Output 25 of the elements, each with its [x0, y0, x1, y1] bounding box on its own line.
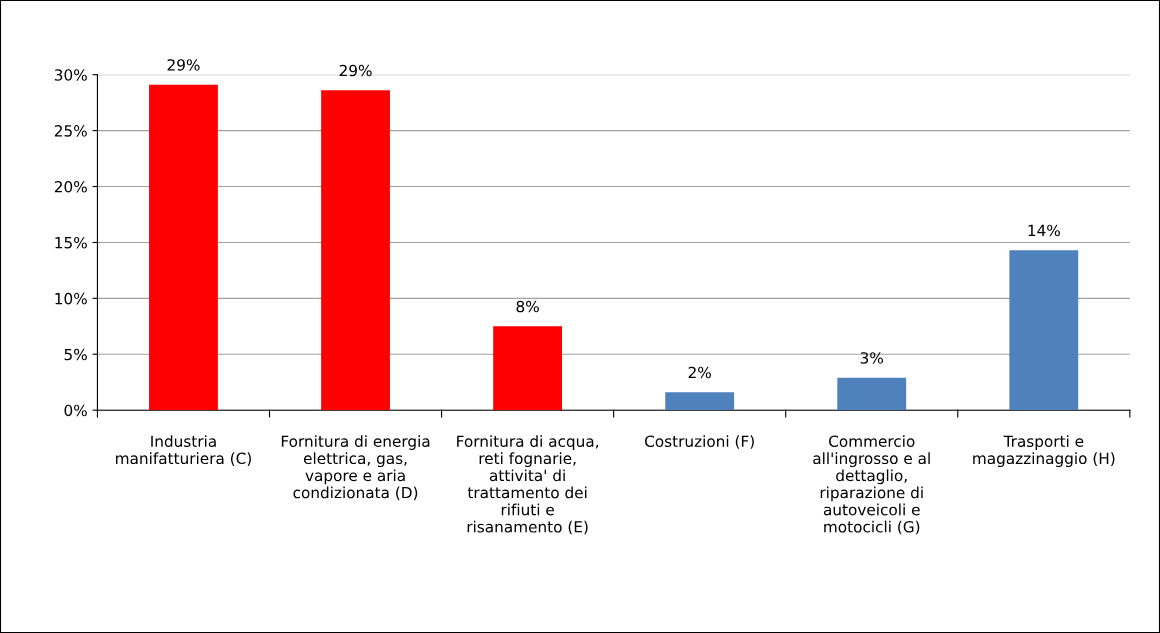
x-tick-label: Fornitura di energia elettrica, gas, vapore e aria condizionata (D)	[281, 435, 430, 501]
bar	[149, 84, 218, 411]
bar	[1009, 250, 1079, 411]
y-tick-label: 20%	[54, 180, 87, 193]
y-tick-label: 15%	[55, 236, 87, 249]
data-label: 29%	[167, 59, 200, 71]
y-tick-label: 5%	[64, 348, 87, 361]
y-tick-label: 30%	[54, 69, 87, 81]
y-tick-label: 0%	[64, 404, 87, 417]
data-label: 3%	[860, 352, 884, 364]
bar	[837, 377, 907, 411]
x-tick-label: Commercio all'ingrosso e al dettaglio, riparazione di autoveicoli e motocicli (G)	[813, 435, 930, 535]
bar	[665, 392, 735, 411]
x-tick-label: Fornitura di acqua, reti fognarie, attivita' di trattamento dei rifiuti e risanamento (E)	[457, 435, 599, 535]
data-label: 2%	[688, 366, 711, 379]
y-tick-label: 10%	[55, 292, 87, 305]
x-tick-label: Industria manifatturiera (C)	[116, 435, 251, 466]
data-label: 14%	[1028, 224, 1060, 237]
x-tick-label: Costruzioni (F)	[645, 435, 754, 449]
x-tick-label: Trasporti e magazzinaggio (H)	[973, 435, 1115, 468]
data-label: 29%	[339, 64, 372, 77]
bar	[493, 326, 563, 411]
bar	[321, 90, 390, 411]
data-label: 8%	[516, 300, 539, 313]
y-tick-label: 25%	[54, 125, 87, 137]
